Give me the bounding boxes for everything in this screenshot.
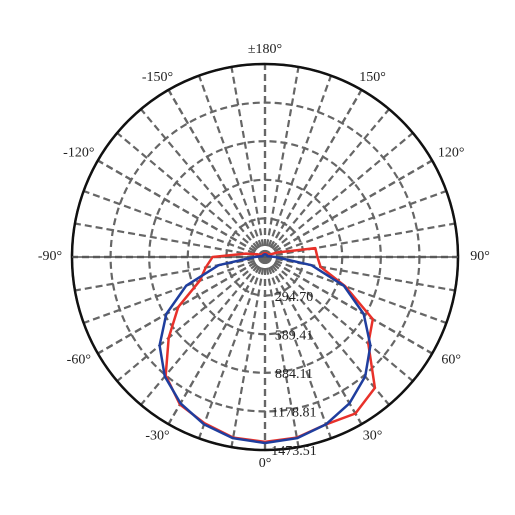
angle-tick-label: 30°	[363, 428, 383, 443]
spoke	[140, 108, 266, 258]
angle-tick-label: 120°	[438, 146, 465, 161]
angle-grid-line	[264, 159, 433, 258]
r-tick-label: 884.11	[275, 367, 313, 382]
spoke	[263, 256, 300, 448]
spoke	[263, 75, 333, 258]
spoke	[83, 189, 266, 259]
spoke	[264, 108, 390, 258]
r-tick-label: 1178.81	[272, 406, 317, 421]
angle-tick-label: -120°	[63, 146, 94, 161]
angle-tick-label: ±180°	[248, 42, 282, 57]
angle-grid-line	[97, 256, 266, 355]
angle-grid-line	[264, 256, 363, 425]
spoke	[264, 256, 390, 406]
spoke	[264, 256, 414, 382]
angle-tick-label: 60°	[441, 353, 461, 368]
r-tick-label: 1473.51	[271, 444, 317, 459]
r-tick-label: 294.70	[275, 290, 314, 305]
angle-tick-label: -90°	[38, 249, 62, 264]
spoke	[116, 256, 266, 382]
spoke	[264, 255, 456, 292]
angle-tick-label: -30°	[145, 428, 169, 443]
spoke	[264, 189, 447, 259]
series-line	[158, 253, 372, 445]
angle-grid-line	[167, 256, 266, 425]
spoke	[230, 256, 267, 448]
angle-grid-line	[264, 256, 433, 355]
spoke	[263, 66, 300, 258]
spoke	[197, 256, 267, 439]
angle-tick-label: -150°	[142, 70, 173, 85]
spoke	[116, 132, 266, 258]
spoke	[140, 256, 266, 406]
spoke	[264, 222, 456, 259]
angle-grid-line	[97, 159, 266, 258]
angle-tick-label: 150°	[359, 70, 386, 85]
angle-tick-label: 90°	[470, 249, 490, 264]
angle-tick-label: -60°	[67, 353, 91, 368]
angle-tick-label: 0°	[259, 456, 272, 471]
spoke	[263, 256, 333, 439]
spoke	[197, 75, 267, 258]
spoke	[264, 255, 447, 325]
spoke	[74, 222, 266, 259]
spoke	[230, 66, 267, 258]
spoke	[264, 132, 414, 258]
angle-grid-line	[167, 89, 266, 258]
spoke	[74, 255, 266, 292]
r-tick-label: 589.41	[275, 328, 314, 343]
angle-grid-line	[264, 89, 363, 258]
spoke	[83, 255, 266, 325]
